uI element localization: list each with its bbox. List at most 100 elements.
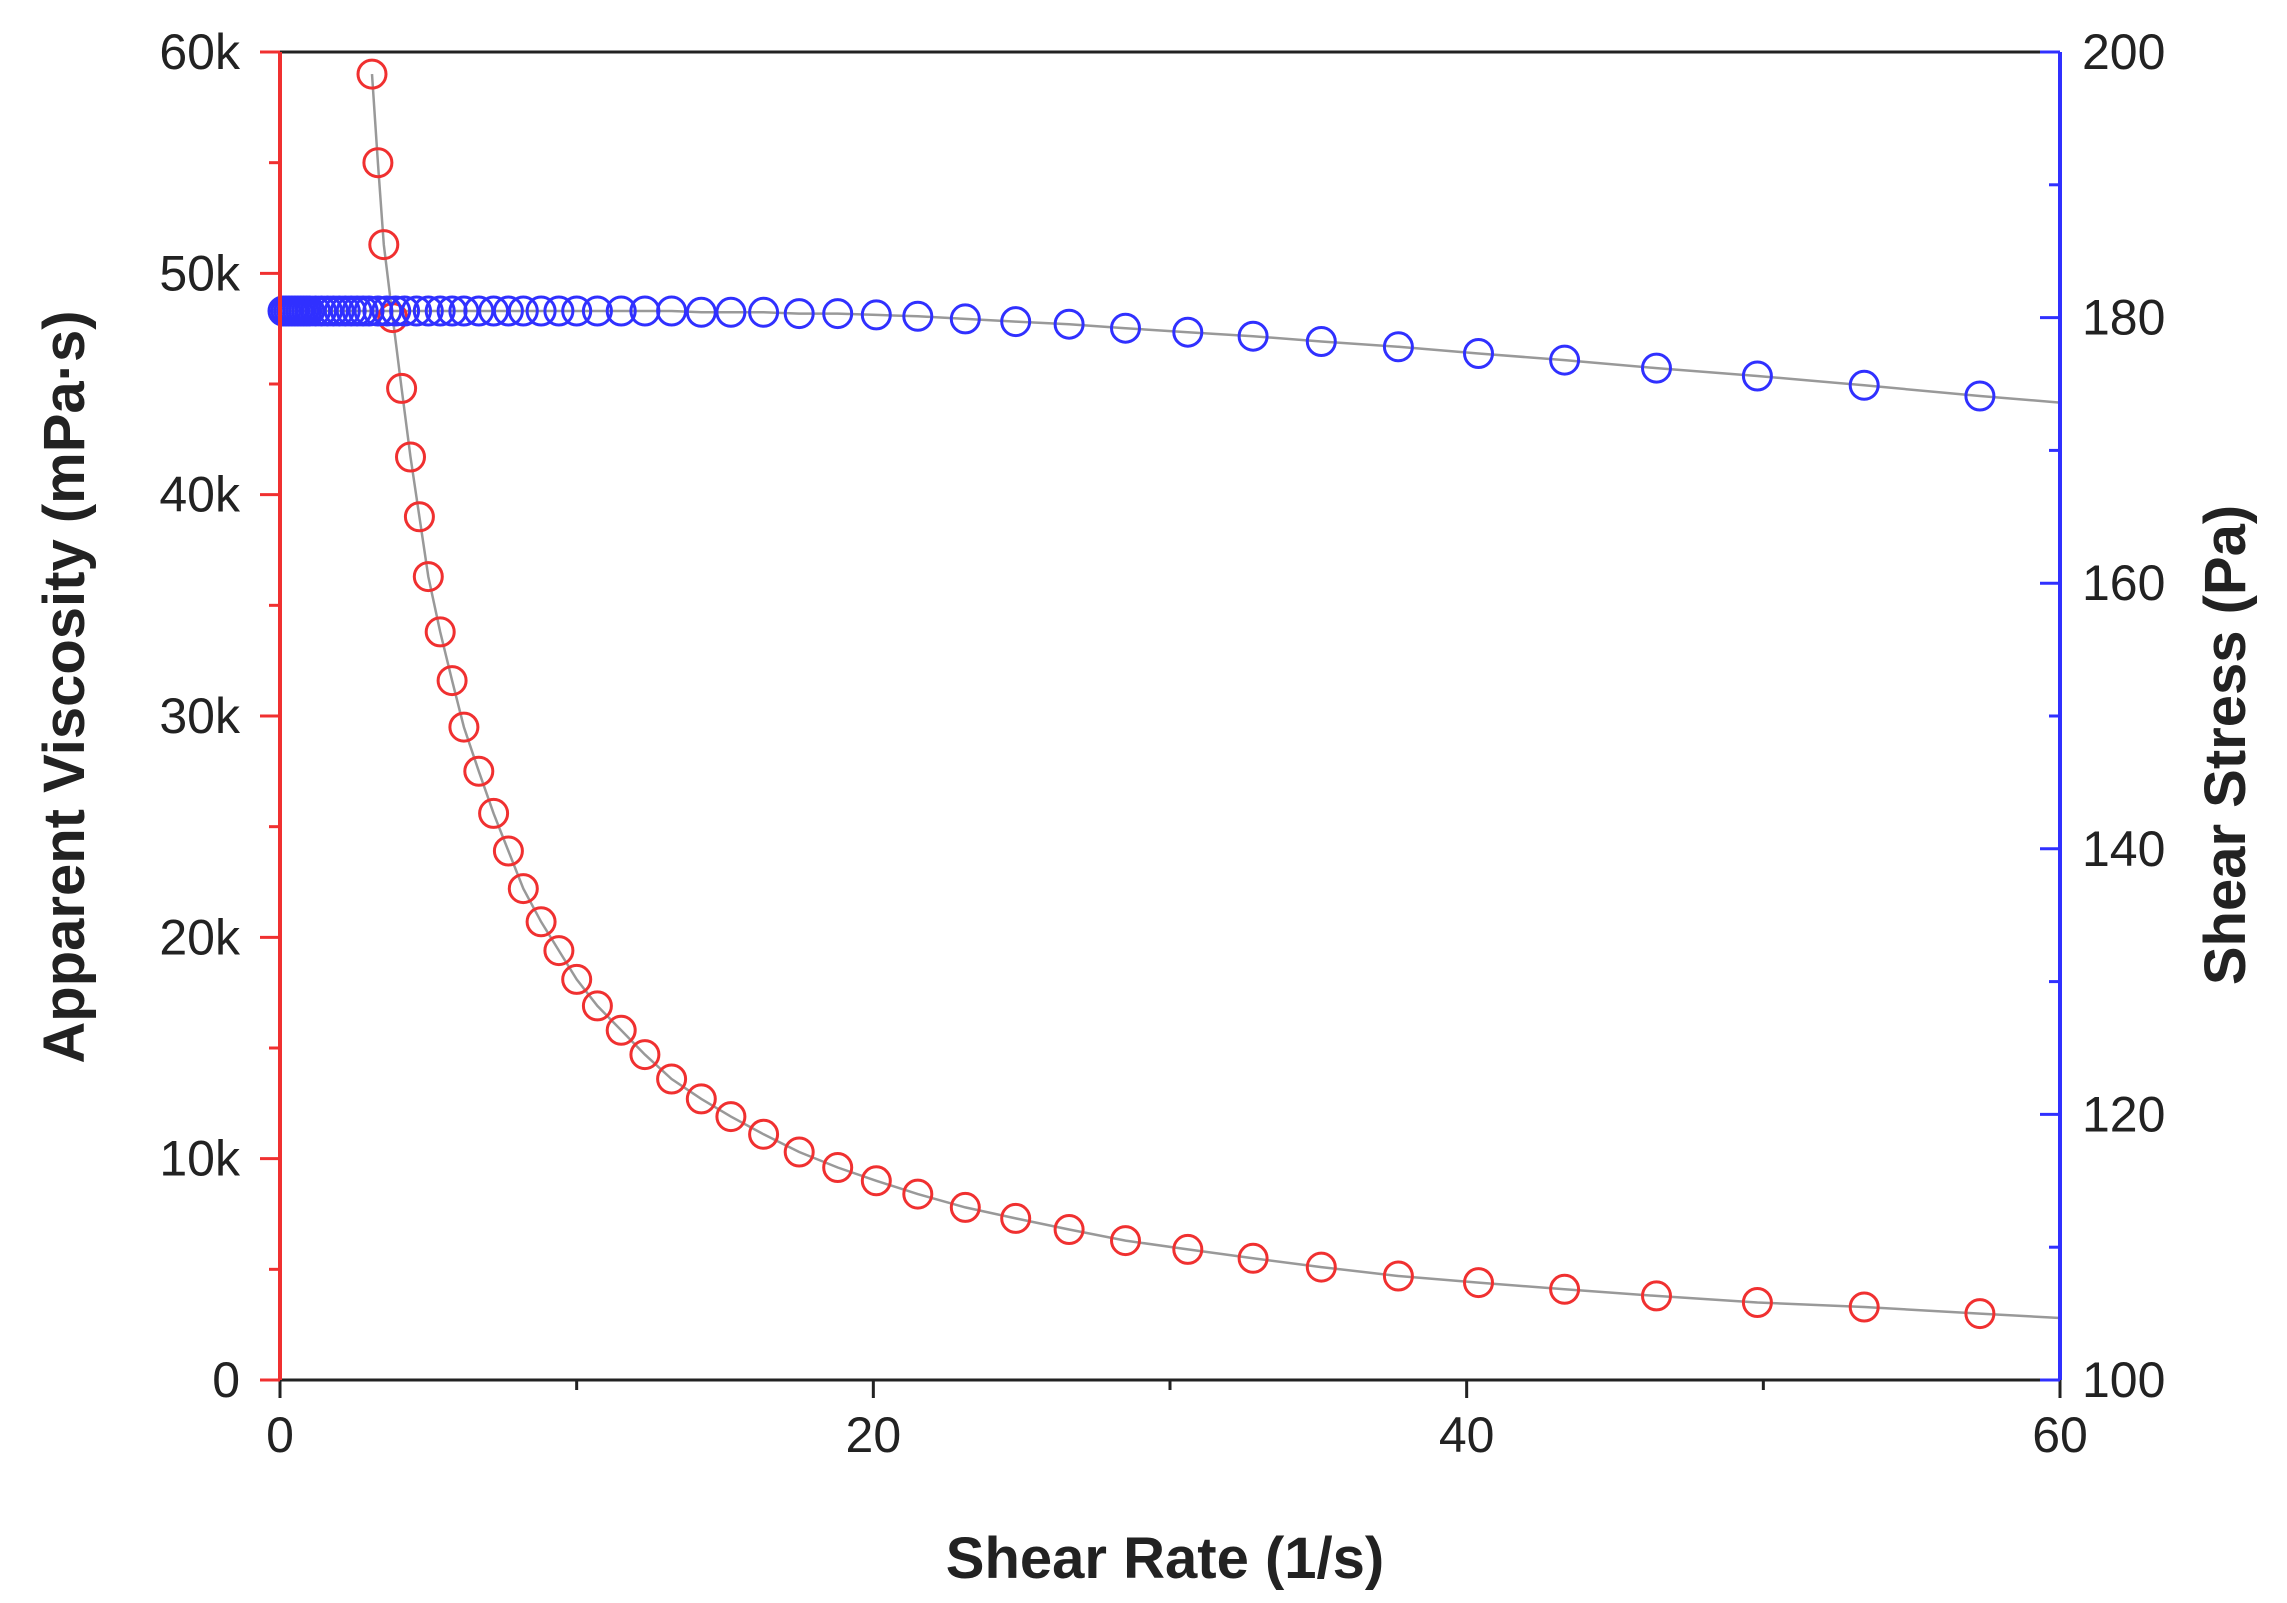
series-0-point xyxy=(949,1191,981,1223)
series-0-point xyxy=(1305,1251,1337,1283)
series-0-point xyxy=(386,372,418,404)
y2-tick-label: 200 xyxy=(2082,24,2165,80)
series-0-point xyxy=(356,58,388,90)
series-0-point xyxy=(436,665,468,697)
series-0-point xyxy=(368,229,400,261)
series-1-connector-line xyxy=(283,309,2061,404)
series-1-point xyxy=(401,295,432,327)
series-1-point xyxy=(1110,312,1141,344)
series-1-point xyxy=(656,295,688,327)
series-1-point xyxy=(492,295,524,327)
data-markers xyxy=(267,58,1996,1330)
x-axis-title: Shear Rate (1/s) xyxy=(946,1526,1384,1591)
tick-labels: 0 20 40 60 0 10k 20k 30k 40k 50k 60k 100 120 140 160 18… xyxy=(159,24,2165,1463)
series-1-point xyxy=(389,295,421,327)
series-0-point xyxy=(543,935,575,967)
series-0-point xyxy=(1848,1291,1880,1323)
y2-tick-label: 160 xyxy=(2082,555,2165,611)
series-0-point xyxy=(1237,1242,1269,1274)
series-0-point xyxy=(860,1165,892,1197)
series-0-point xyxy=(783,1136,815,1168)
series-1-point xyxy=(1382,331,1414,363)
series-0-connector-line xyxy=(370,74,2061,1320)
series-1-point xyxy=(1463,338,1494,369)
series-1-point xyxy=(525,295,557,327)
series-1-point xyxy=(783,298,815,330)
series-1-point xyxy=(1172,316,1204,348)
series-1-point xyxy=(507,295,539,327)
series-1-point xyxy=(902,300,934,332)
series-1-point xyxy=(424,295,456,327)
series-0-point xyxy=(424,616,456,648)
series-0-point xyxy=(685,1083,717,1115)
series-0-point xyxy=(1110,1225,1141,1257)
series-1-point xyxy=(543,295,575,327)
series-1-point xyxy=(561,295,593,327)
series-0-point xyxy=(463,755,495,787)
series-0-point xyxy=(448,711,480,743)
y2-tick-label: 140 xyxy=(2082,821,2165,877)
series-0-point xyxy=(1964,1298,1996,1330)
series-1-point xyxy=(1741,360,1773,392)
series-0-point xyxy=(656,1063,688,1095)
series-1-point xyxy=(1641,352,1672,384)
ticks xyxy=(260,50,2062,1398)
series-1-point xyxy=(1305,326,1337,357)
series-0-point xyxy=(605,1014,637,1046)
series-1-point xyxy=(860,299,892,331)
y2-tick-label: 120 xyxy=(2082,1086,2165,1142)
axes xyxy=(278,50,2062,1382)
series-0-point xyxy=(561,963,593,995)
series-0-point xyxy=(1000,1202,1032,1234)
y-tick-label: 50k xyxy=(159,245,241,301)
series-1-point xyxy=(822,298,854,330)
series-1-point xyxy=(1848,369,1880,401)
y-tick-label: 30k xyxy=(159,688,241,744)
y-tick-label: 0 xyxy=(212,1352,240,1408)
series-0-point xyxy=(492,835,524,867)
series-0-point xyxy=(748,1118,780,1150)
series-0-point xyxy=(362,147,394,179)
series-1-point xyxy=(380,295,412,327)
series-1-point xyxy=(371,295,403,327)
series-0-point xyxy=(403,501,435,533)
y2-tick-label: 100 xyxy=(2082,1352,2165,1408)
series-0-point xyxy=(629,1039,661,1071)
y2-tick-label: 180 xyxy=(2082,290,2165,346)
x-tick-label: 0 xyxy=(266,1407,294,1463)
series-0-point xyxy=(1053,1214,1085,1245)
series-0-point xyxy=(1549,1273,1581,1305)
series-1-point xyxy=(448,295,480,327)
series-1-point xyxy=(581,295,613,327)
series-1-point xyxy=(1964,380,1996,412)
series-1-point xyxy=(1549,344,1581,376)
series-1-point xyxy=(1000,306,1032,338)
y-axis-title: Apparent Viscosity (mPa·s) xyxy=(32,310,97,1063)
series-0-point xyxy=(412,561,444,593)
series-0-point xyxy=(581,990,613,1022)
y-tick-label: 10k xyxy=(159,1131,241,1187)
series-1-point xyxy=(748,296,780,328)
series-0-point xyxy=(1382,1260,1414,1292)
connector-lines xyxy=(283,74,2061,1320)
y2-axis-title: Shear Stress (Pa) xyxy=(2193,505,2258,985)
series-0-point xyxy=(395,441,426,473)
series-1-point xyxy=(463,295,495,327)
series-1-point xyxy=(412,295,444,327)
series-0-point xyxy=(478,797,510,829)
series-1-point xyxy=(949,303,981,335)
series-0-point xyxy=(1172,1233,1204,1265)
series-1-point xyxy=(478,295,510,327)
series-1-point xyxy=(715,296,747,328)
series-0-point xyxy=(525,906,557,938)
series-1-point xyxy=(1237,320,1269,352)
y-tick-label: 60k xyxy=(159,24,241,80)
x-tick-label: 40 xyxy=(1439,1407,1495,1463)
series-0-point xyxy=(1641,1280,1672,1312)
y-tick-label: 40k xyxy=(159,467,241,523)
x-tick-label: 20 xyxy=(846,1407,902,1463)
series-0-point xyxy=(822,1152,854,1183)
series-1-point xyxy=(605,295,637,327)
series-0-point xyxy=(902,1178,934,1210)
series-0-point xyxy=(1463,1267,1494,1299)
